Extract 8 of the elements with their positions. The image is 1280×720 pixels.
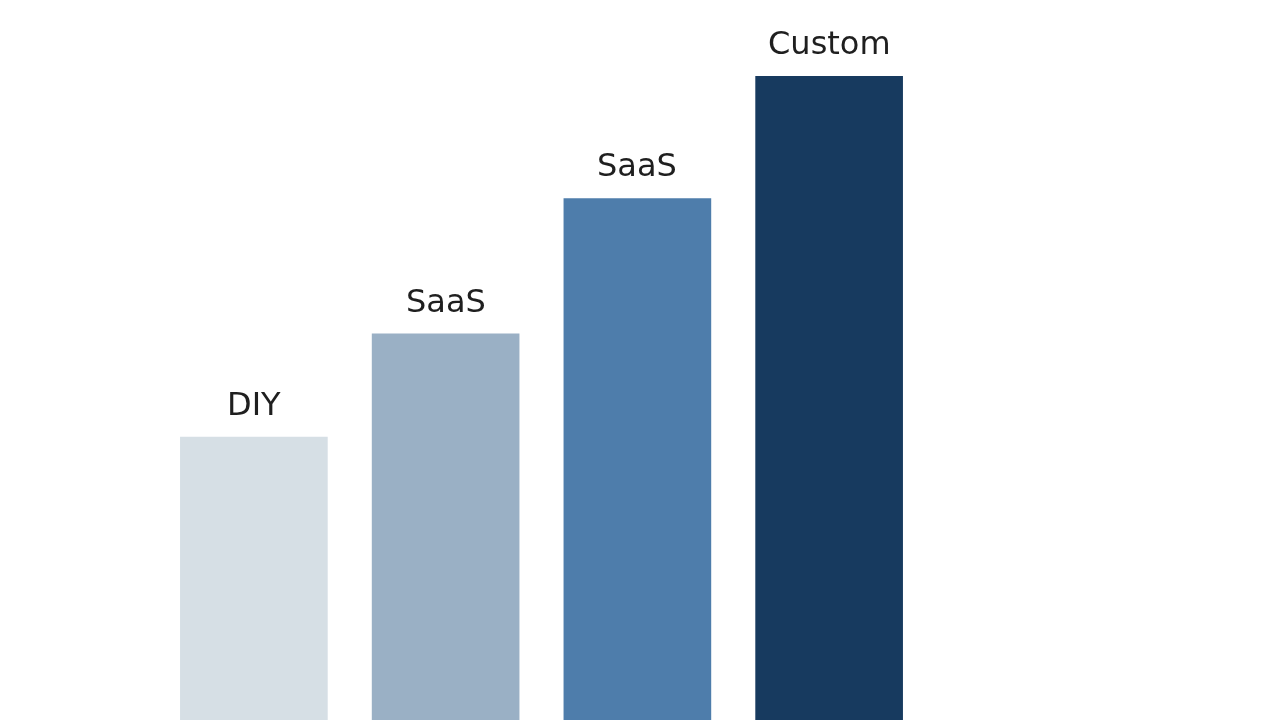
x-tick-label: Custom [768,24,891,62]
x-tick-label: SaaS [406,282,486,320]
bar [180,436,328,720]
bar [755,75,903,720]
bar [563,198,712,720]
x-tick-label: DIY [227,385,282,423]
x-tick-label: SaaS [597,146,677,184]
bar [371,333,520,720]
